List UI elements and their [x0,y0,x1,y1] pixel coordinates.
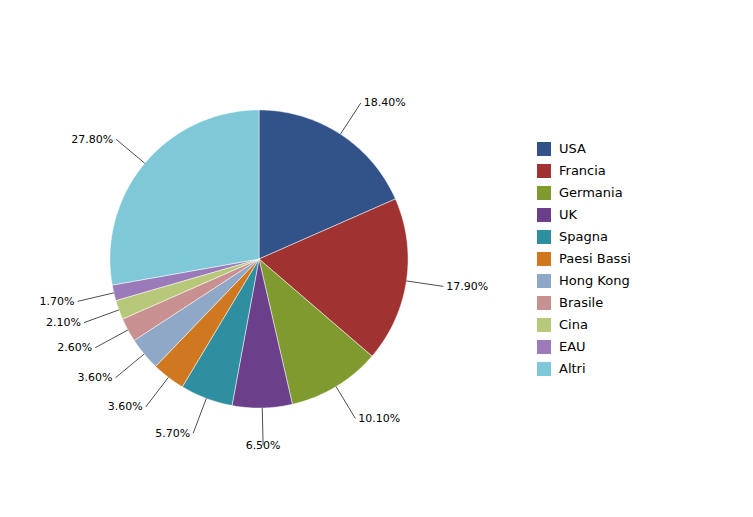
svg-text:2.60%: 2.60% [57,341,92,354]
svg-text:27.80%: 27.80% [71,133,113,146]
html-text:Cina: Cina [559,317,588,332]
svg-text:10.10%: 10.10% [358,412,400,425]
html-text:USA: USA [559,141,586,156]
html-text:Spagna: Spagna [559,229,608,244]
html-text:Brasile: Brasile [559,295,604,310]
html-text:EAU: EAU [559,339,586,354]
svg-text:2.10%: 2.10% [46,316,81,329]
html-text:Paesi Bassi: Paesi Bassi [559,251,631,266]
svg-text:6.50%: 6.50% [246,439,281,452]
html-text:UK: UK [559,207,577,222]
html-text:Germania: Germania [559,185,623,200]
html-text:Altri: Altri [559,361,586,376]
svg-text:1.70%: 1.70% [40,295,75,308]
svg-text:3.60%: 3.60% [108,400,143,413]
svg-text:3.60%: 3.60% [77,371,112,384]
svg-text:17.90%: 17.90% [446,280,488,293]
svg-text:5.70%: 5.70% [155,427,190,440]
html-text:Francia: Francia [559,163,606,178]
svg-text:18.40%: 18.40% [364,96,406,109]
html-text:Hong Kong: Hong Kong [559,273,630,288]
